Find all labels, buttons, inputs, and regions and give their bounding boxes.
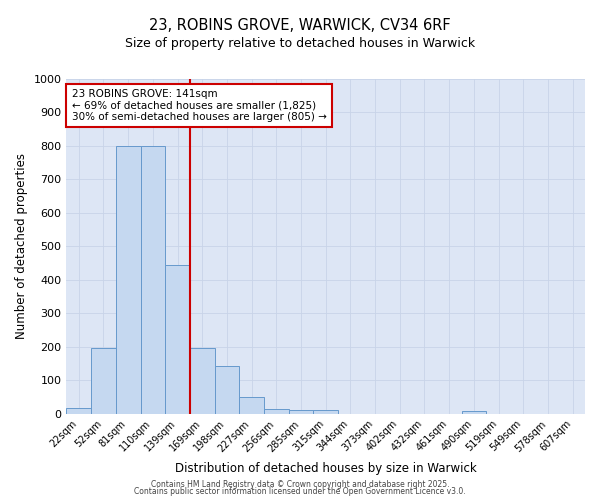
- Text: 23 ROBINS GROVE: 141sqm
← 69% of detached houses are smaller (1,825)
30% of semi: 23 ROBINS GROVE: 141sqm ← 69% of detache…: [71, 89, 326, 122]
- Bar: [239, 397, 264, 414]
- Text: Size of property relative to detached houses in Warwick: Size of property relative to detached ho…: [125, 38, 475, 51]
- Text: Contains public sector information licensed under the Open Government Licence v3: Contains public sector information licen…: [134, 487, 466, 496]
- Bar: [289, 410, 313, 414]
- Bar: [313, 410, 338, 414]
- Text: 23, ROBINS GROVE, WARWICK, CV34 6RF: 23, ROBINS GROVE, WARWICK, CV34 6RF: [149, 18, 451, 32]
- Bar: [91, 348, 116, 414]
- Bar: [215, 366, 239, 414]
- Bar: [67, 408, 91, 414]
- Bar: [461, 411, 486, 414]
- Bar: [190, 348, 215, 414]
- Bar: [264, 410, 289, 414]
- Text: Contains HM Land Registry data © Crown copyright and database right 2025.: Contains HM Land Registry data © Crown c…: [151, 480, 449, 489]
- Y-axis label: Number of detached properties: Number of detached properties: [15, 154, 28, 340]
- X-axis label: Distribution of detached houses by size in Warwick: Distribution of detached houses by size …: [175, 462, 476, 475]
- Bar: [140, 146, 165, 414]
- Bar: [165, 265, 190, 414]
- Bar: [116, 146, 140, 414]
